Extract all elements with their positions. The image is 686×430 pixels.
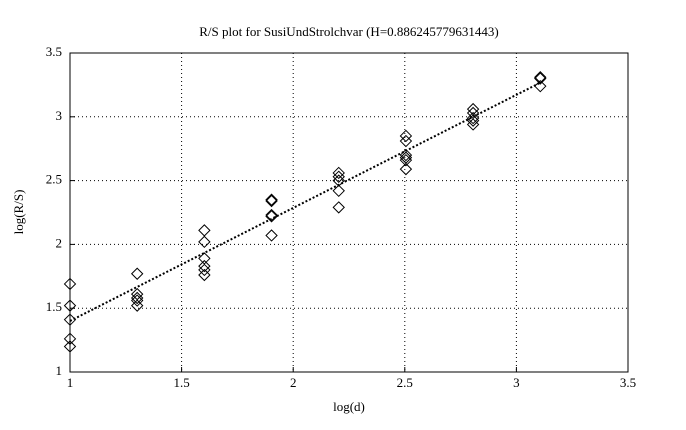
y-tick-label: 2.5 <box>46 172 62 187</box>
x-tick-label: 3 <box>513 375 520 390</box>
data-point <box>265 193 278 206</box>
data-point <box>130 291 144 305</box>
x-tick-label: 2 <box>290 375 297 390</box>
data-point <box>332 166 345 180</box>
data-point <box>63 332 77 346</box>
data-point <box>63 313 77 326</box>
data-point <box>399 134 413 148</box>
data-point <box>63 340 77 353</box>
y-tick-label: 1 <box>56 363 63 378</box>
y-tick-label: 1.5 <box>46 299 62 314</box>
plot-frame <box>69 52 629 373</box>
data-point <box>466 114 480 127</box>
data-point <box>332 170 345 183</box>
data-point <box>265 208 278 222</box>
data-point <box>130 294 144 307</box>
data-point <box>198 268 211 282</box>
x-axis-label: log(d) <box>333 399 365 414</box>
y-tick-label: 2 <box>56 235 63 250</box>
data-point <box>332 174 345 187</box>
x-tick-label: 1 <box>67 375 74 390</box>
data-point <box>399 129 413 143</box>
data-point <box>130 267 144 280</box>
data-point <box>534 79 547 93</box>
y-axis-label: log(R/S) <box>11 190 26 235</box>
y-tick-label: 3 <box>56 108 63 123</box>
data-point <box>130 299 144 312</box>
data-point <box>198 224 211 237</box>
data-point <box>466 111 480 125</box>
data-point <box>534 71 547 84</box>
fit-line <box>69 81 541 322</box>
data-point <box>63 299 77 312</box>
data-point <box>198 252 211 265</box>
x-tick-label: 2.5 <box>397 375 413 390</box>
data-point <box>265 229 278 242</box>
data-point <box>399 153 413 167</box>
data-point <box>198 263 211 277</box>
data-point <box>265 210 278 223</box>
data-point <box>198 259 211 273</box>
data-point <box>198 235 211 249</box>
data-point <box>265 194 278 208</box>
x-tick-label: 1.5 <box>173 375 189 390</box>
data-point <box>332 201 345 214</box>
data-point <box>63 277 77 291</box>
data-point <box>534 72 547 85</box>
data-point <box>466 118 480 131</box>
data-point <box>332 184 345 198</box>
data-point <box>399 162 413 176</box>
chart-title: R/S plot for SusiUndStrolchvar (H=0.8862… <box>199 24 498 39</box>
x-tick-label: 3.5 <box>620 375 636 390</box>
y-tick-label: 3.5 <box>46 44 62 59</box>
data-point <box>130 287 144 301</box>
